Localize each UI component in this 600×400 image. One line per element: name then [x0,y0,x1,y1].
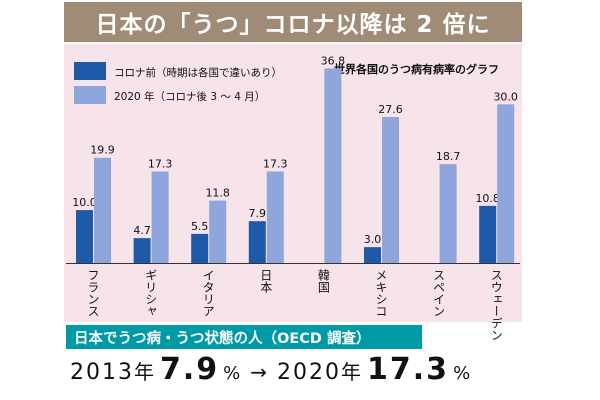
legend-swatch-2020 [74,86,106,104]
data-label-before-7: 10.8 [475,192,500,205]
bar-before-2 [191,233,209,263]
stat-arrow: → [250,360,268,384]
stat-value-2013: 7.9 [160,352,220,387]
stat-year-2020: 2020 [277,360,342,385]
data-label-before-2: 5.5 [191,220,209,233]
data-label-2020-6: 18.7 [436,150,461,163]
category-label-4: 韓国 [316,269,330,293]
category-label-0: フランス [86,269,100,317]
stat-year-2013: 2013 [70,360,134,385]
bar-2020-0 [94,157,111,263]
data-label-2020-5: 27.6 [378,103,403,116]
bar-2020-7 [497,104,515,263]
title-banner: 日本の「うつ」コロナ以降は 2 倍に [64,2,522,42]
stat-percent-1: % [223,363,241,384]
bar-before-0 [76,210,93,263]
data-label-2020-2: 11.8 [205,187,230,200]
bar-2020-6 [439,164,457,263]
bar-2020-3 [266,171,284,263]
category-label-7: スウェーデン [489,269,503,341]
category-label-6: スペイン [432,269,446,317]
bar-2020-5 [382,117,399,263]
category-label-3: 日本 [259,269,273,294]
stat-percent-2: % [453,363,471,384]
legend-label-2020: 2020 年（コロナ後 3 ～ 4 月） [114,90,265,103]
category-label-5: メキシコ [374,269,388,317]
category-label-1: ギリシャ [144,269,158,317]
bar-2020-2 [209,200,227,263]
stat-value-2020: 17.3 [367,352,450,387]
chart-note: 世界各国のうつ病有病率のグラフ [334,62,499,76]
legend-label-before: コロナ前（時期は各国で違いあり） [114,66,282,79]
bar-before-5 [364,247,381,263]
data-label-2020-1: 17.3 [148,157,173,170]
data-label-2020-7: 30.0 [493,90,518,103]
data-label-before-5: 3.0 [364,233,382,246]
stat-year-unit-1: 年 [134,360,154,384]
bar-2020-4 [324,68,342,263]
bar-before-7 [479,205,497,263]
bar-before-1 [133,238,151,263]
bar-2020-1 [151,171,169,263]
subtitle-banner: 日本でうつ病・うつ状態の人（OECD 調査） [66,325,422,349]
category-label-2: イタリア [201,269,215,317]
data-label-before-3: 7.9 [249,207,267,220]
data-label-2020-0: 19.9 [90,144,115,157]
subtitle: 日本でうつ病・うつ状態の人（OECD 調査） [74,330,371,347]
bar-before-3 [248,221,266,263]
chart-title: 日本の「うつ」コロナ以降は 2 倍に [95,12,491,38]
data-label-2020-3: 17.3 [263,157,288,170]
data-label-2020-4: 36.8 [321,54,346,67]
data-label-before-0: 10.0 [72,196,97,209]
stat-year-unit-2: 年 [341,360,362,384]
stat-line: 2013 年 7.9 % → 2020 年 17.3 % [70,352,470,392]
data-label-before-1: 4.7 [133,224,151,237]
legend-swatch-before [74,62,106,80]
